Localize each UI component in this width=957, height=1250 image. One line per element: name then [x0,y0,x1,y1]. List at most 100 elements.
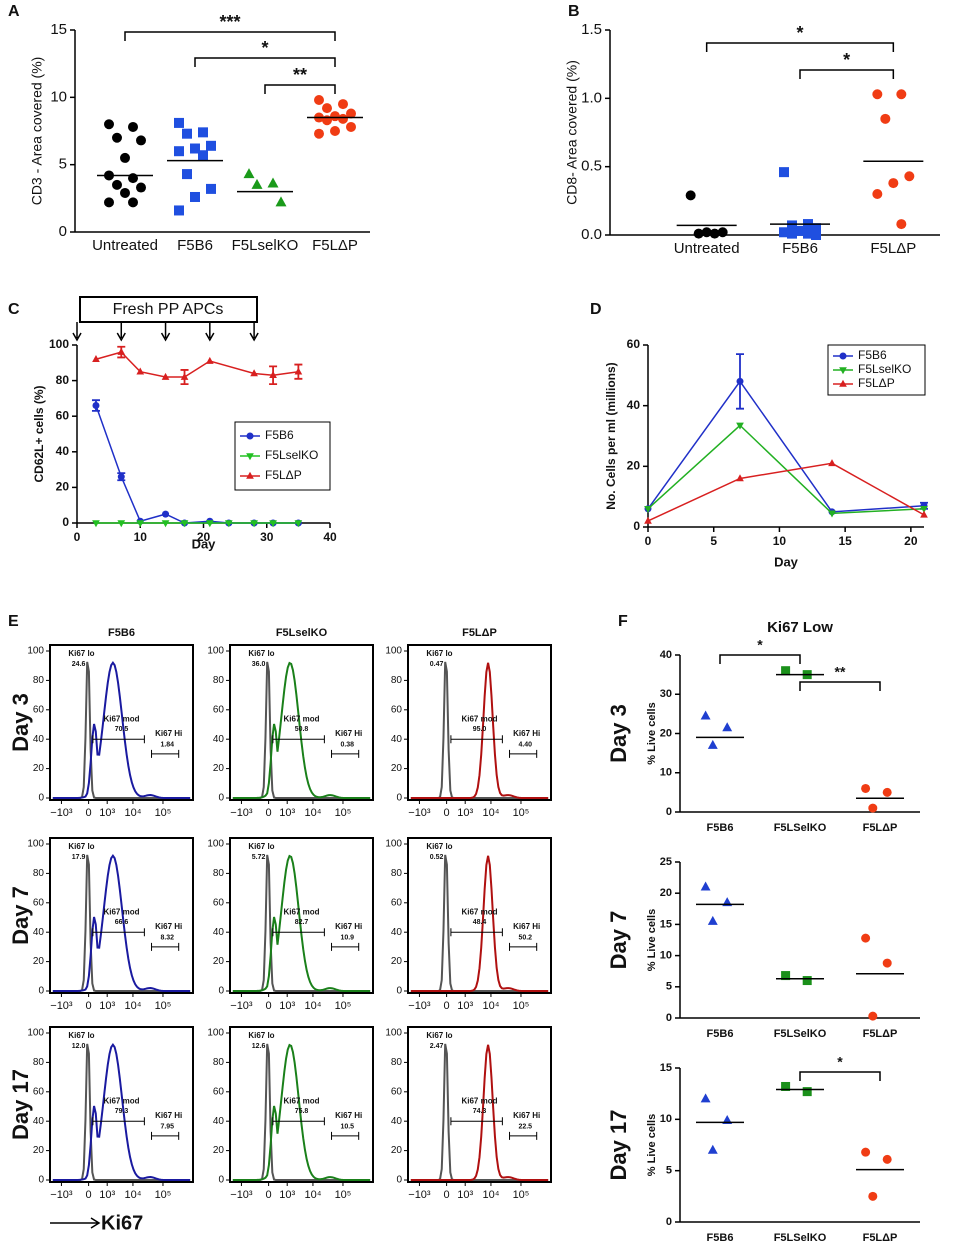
data-point [700,1093,711,1103]
y-axis-title: CD3 - Area covered (%) [29,57,45,206]
x-tick-label: 15 [838,534,852,548]
y-tick-label: 40 [660,649,672,661]
data-point [736,474,744,482]
data-point [896,219,907,230]
y-tick-label: 80 [33,675,45,686]
x-tick-label: 10⁵ [335,1189,352,1201]
data-point [112,179,122,190]
data-point [92,520,100,528]
panel-label: E [8,613,19,630]
data-point [920,506,928,513]
data-point [250,369,258,377]
data-point [205,520,214,528]
gate-value: 70.5 [115,726,129,733]
data-point [779,167,789,178]
arrow [160,322,171,342]
gate-name: Ki67 mod [283,1096,319,1105]
data-point [275,196,287,207]
y-tick-label: 60 [213,704,225,715]
histogram-frame [229,1026,374,1183]
data-point [206,140,216,151]
x-tick-label: 10⁴ [304,807,321,819]
data-point [161,372,170,380]
data-point [781,1081,791,1091]
data-point [779,227,789,238]
significance-bracket [124,31,336,41]
data-point [868,1011,878,1021]
sample-histogram [410,662,549,799]
row-label: Day 3 [606,704,631,763]
x-tick-label: 10⁴ [124,807,141,819]
histogram-frame [229,644,374,801]
x-tick-label: F5LΔP [863,1232,898,1244]
data-point [182,128,192,139]
y-tick-label: 0 [396,1175,402,1186]
legend-label: F5LΔP [858,376,895,390]
x-tick-label: F5LselKO [232,237,299,254]
y-tick-label: 20 [391,956,403,967]
y-tick-label: 10 [660,950,672,962]
row-label: Day 17 [606,1110,631,1181]
y-tick-label: 20 [391,763,403,774]
y-axis-title: % Live cells [646,702,658,764]
significance-label: ** [293,65,307,85]
data-point [717,227,728,238]
data-point [92,402,100,410]
gate-bracket [450,928,503,937]
annotation-box [79,296,258,323]
significance-label: * [261,38,268,58]
data-point [707,739,718,749]
y-tick-label: 40 [33,1116,45,1127]
data-point [162,510,170,518]
data-point [882,787,892,797]
x-tick-label: −10³ [50,1189,73,1201]
data-point [888,178,899,189]
y-tick-label: 80 [391,868,403,879]
series-line [647,380,925,513]
y-tick-label: 80 [213,868,225,879]
data-point [243,168,255,179]
sample-histogram [410,1044,549,1181]
gate-name: Ki67 lo [248,842,274,851]
y-tick-label: 100 [385,839,402,850]
x-tick-label: −10³ [50,1000,73,1012]
y-tick-label: 10 [660,1113,672,1125]
x-tick-label: −10³ [50,807,73,819]
y-tick-label: 0 [396,793,402,804]
data-point [294,520,303,528]
y-tick-label: 20 [33,1145,45,1156]
gate-name: Ki67 lo [68,842,94,851]
gate-value: 66.6 [115,919,129,926]
legend-label: F5LΔP [265,468,302,482]
y-tick-label: 60 [56,408,70,422]
y-tick-label: 20 [56,480,70,494]
gate-value: 48.4 [473,919,487,926]
data-point [685,190,696,201]
data-point [828,510,836,518]
x-tick-label: 10⁴ [124,1000,141,1012]
significance-bracket [705,42,895,52]
data-point [104,119,114,130]
y-axis-title: CD62L+ cells (%) [32,385,46,482]
legend-marker [246,471,254,479]
y-tick-label: 100 [385,1028,402,1039]
data-point [828,459,836,467]
data-point [709,228,720,239]
x-tick-label: 10⁵ [155,807,172,819]
sample-histogram [232,661,371,799]
gate-name: Ki67 Hi [155,1111,182,1120]
data-point [182,169,192,180]
x-tick-label: 20 [197,530,211,544]
y-tick-label: 30 [660,688,672,700]
y-tick-label: 25 [660,856,672,868]
data-point [736,377,744,385]
data-point [251,178,263,189]
y-tick-label: 10 [50,88,67,105]
gate-name: Ki67 Hi [513,922,540,931]
data-point [120,152,130,163]
y-tick-label: 40 [391,734,403,745]
panel-label: B [568,3,580,20]
data-point [161,520,170,528]
data-point [128,197,138,208]
data-point [128,121,138,132]
